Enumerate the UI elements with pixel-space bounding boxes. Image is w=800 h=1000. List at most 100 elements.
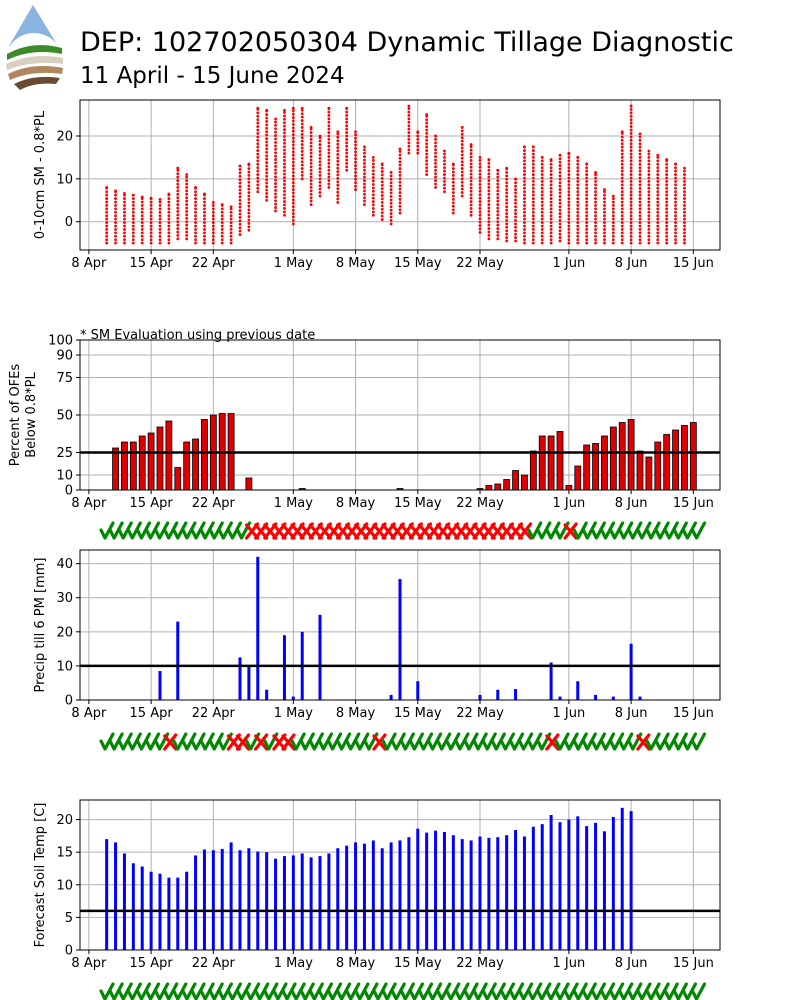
sm-point [611,207,615,211]
sm-point [487,210,491,213]
bar [594,694,598,700]
sm-point [114,241,117,245]
sm-point [487,234,491,237]
sm-point [514,177,517,181]
sm-point [478,189,482,193]
sm-point [576,241,580,245]
bar [585,826,589,950]
sm-point [274,175,277,179]
sm-point [620,138,624,142]
sm-point [363,165,366,169]
sm-point [629,111,633,115]
sm-point [460,132,464,136]
sm-point [567,166,571,170]
check-icon [117,732,133,751]
sm-point [558,219,562,222]
sm-point [238,195,242,199]
sm-point [514,229,517,233]
sm-point [363,179,366,182]
sm-point [638,214,642,218]
sm-point [523,228,526,231]
sm-point [478,207,482,210]
sm-point [336,194,340,197]
x-tick-label: 1 May [274,956,314,971]
sm-point [300,139,304,143]
sm-point [425,138,429,142]
sm-point [656,214,660,218]
sm-point [363,148,366,152]
sm-point [594,171,597,174]
sm-point [638,166,642,170]
sm-point [620,145,624,149]
sm-point [327,155,331,158]
sm-point [274,117,277,121]
sm-point [283,203,286,207]
sm-point [425,113,429,116]
sm-point [594,186,597,190]
check-icon [235,521,252,540]
check-icon [99,732,115,751]
sm-point [514,212,517,215]
sm-point [487,227,491,230]
sm-point [398,198,402,201]
sm-point [683,186,686,190]
sm-point [211,201,215,204]
sm-point [629,186,633,190]
y-tick-label: 40 [56,557,73,572]
sm-point [336,146,340,149]
sm-point [176,192,180,196]
sm-point [576,190,580,194]
sm-point [478,165,482,169]
sm-point [620,234,624,238]
check-icon [427,982,443,1000]
sm-point [478,183,482,186]
sm-point [318,156,322,160]
sm-point [185,227,189,230]
check-icon [545,982,561,1000]
sm-point [283,200,286,203]
sm-point [283,210,286,214]
sm-point [496,196,500,200]
sm-point [416,130,420,134]
bar [122,853,126,950]
sm-point [176,223,180,227]
sm-point [505,177,509,181]
sm-point [291,188,295,191]
sm-point [523,183,526,187]
sm-point [389,222,393,226]
sm-point [443,152,446,156]
sm-point [283,114,286,118]
sm-point [469,176,473,179]
sm-point [576,238,580,242]
sm-point [549,231,553,235]
sm-point [620,204,624,207]
sm-point [123,204,126,207]
sm-point [380,187,384,191]
sm-point [131,204,135,207]
sm-point [549,228,553,231]
sm-point [398,150,402,153]
sm-point [283,141,286,145]
sm-point [203,197,206,200]
sm-point [683,173,686,176]
sm-point [443,180,446,183]
sm-point [478,186,482,190]
cross-icon [254,733,269,751]
sm-point [558,225,562,229]
sm-point [540,193,544,197]
sm-point [594,210,597,214]
sm-point [238,185,242,188]
sm-point [460,184,464,188]
sm-point [167,221,171,224]
sm-point [603,197,606,200]
bar [558,696,562,700]
sm-point [167,228,171,231]
sm-point [265,126,269,130]
sm-point [505,205,509,209]
sm-point [443,183,446,187]
sm-point [656,169,660,173]
sm-point [283,108,286,112]
sm-point [505,188,509,191]
sm-point [274,202,277,206]
sm-point [478,200,482,203]
